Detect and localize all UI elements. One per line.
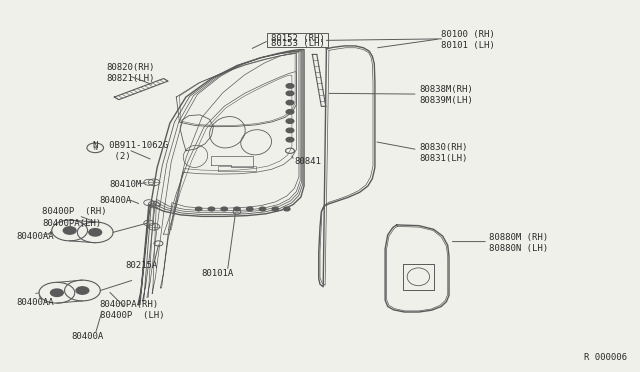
Polygon shape bbox=[115, 78, 168, 100]
Text: 80400P  (RH)
80400PA(LH): 80400P (RH) 80400PA(LH) bbox=[42, 208, 107, 228]
Circle shape bbox=[234, 207, 240, 211]
Circle shape bbox=[286, 137, 294, 142]
Circle shape bbox=[286, 100, 294, 105]
Text: 80841: 80841 bbox=[294, 157, 321, 166]
Circle shape bbox=[286, 91, 294, 96]
Text: 80400AA: 80400AA bbox=[17, 231, 54, 241]
Text: 80400PA(RH)
80400P  (LH): 80400PA(RH) 80400P (LH) bbox=[100, 300, 164, 320]
Circle shape bbox=[286, 84, 294, 88]
Polygon shape bbox=[312, 54, 326, 106]
Circle shape bbox=[51, 289, 63, 296]
Text: 80153 (LH): 80153 (LH) bbox=[271, 39, 324, 48]
Text: 80830(RH)
80831(LH): 80830(RH) 80831(LH) bbox=[419, 142, 467, 163]
Text: 80820(RH)
80821(LH): 80820(RH) 80821(LH) bbox=[106, 63, 154, 83]
Text: R 000006: R 000006 bbox=[584, 353, 627, 362]
Circle shape bbox=[259, 207, 266, 211]
Text: 80400A: 80400A bbox=[71, 331, 103, 341]
FancyBboxPatch shape bbox=[267, 33, 328, 47]
Text: N: N bbox=[93, 146, 97, 151]
Circle shape bbox=[89, 229, 102, 236]
Text: 80400AA: 80400AA bbox=[17, 298, 54, 307]
Circle shape bbox=[195, 207, 202, 211]
Text: 80400A: 80400A bbox=[100, 196, 132, 205]
Circle shape bbox=[286, 110, 294, 114]
Circle shape bbox=[208, 207, 214, 211]
Circle shape bbox=[286, 119, 294, 124]
Circle shape bbox=[221, 207, 227, 211]
Text: N  0B911-1062G
    (2): N 0B911-1062G (2) bbox=[93, 141, 168, 161]
Text: 80410M: 80410M bbox=[109, 180, 141, 189]
Text: 80880M (RH)
80880N (LH): 80880M (RH) 80880N (LH) bbox=[489, 233, 548, 253]
Text: 80838M(RH)
80839M(LH): 80838M(RH) 80839M(LH) bbox=[419, 85, 473, 105]
Circle shape bbox=[286, 128, 294, 133]
Circle shape bbox=[63, 227, 76, 234]
Text: 80215A: 80215A bbox=[125, 261, 157, 270]
Circle shape bbox=[246, 207, 253, 211]
Circle shape bbox=[76, 287, 89, 294]
Text: 80152 (RH): 80152 (RH) bbox=[271, 34, 324, 43]
Circle shape bbox=[272, 207, 278, 211]
Text: 80101A: 80101A bbox=[202, 269, 234, 278]
Circle shape bbox=[284, 207, 290, 211]
Text: 80100 (RH)
80101 (LH): 80100 (RH) 80101 (LH) bbox=[442, 29, 495, 49]
